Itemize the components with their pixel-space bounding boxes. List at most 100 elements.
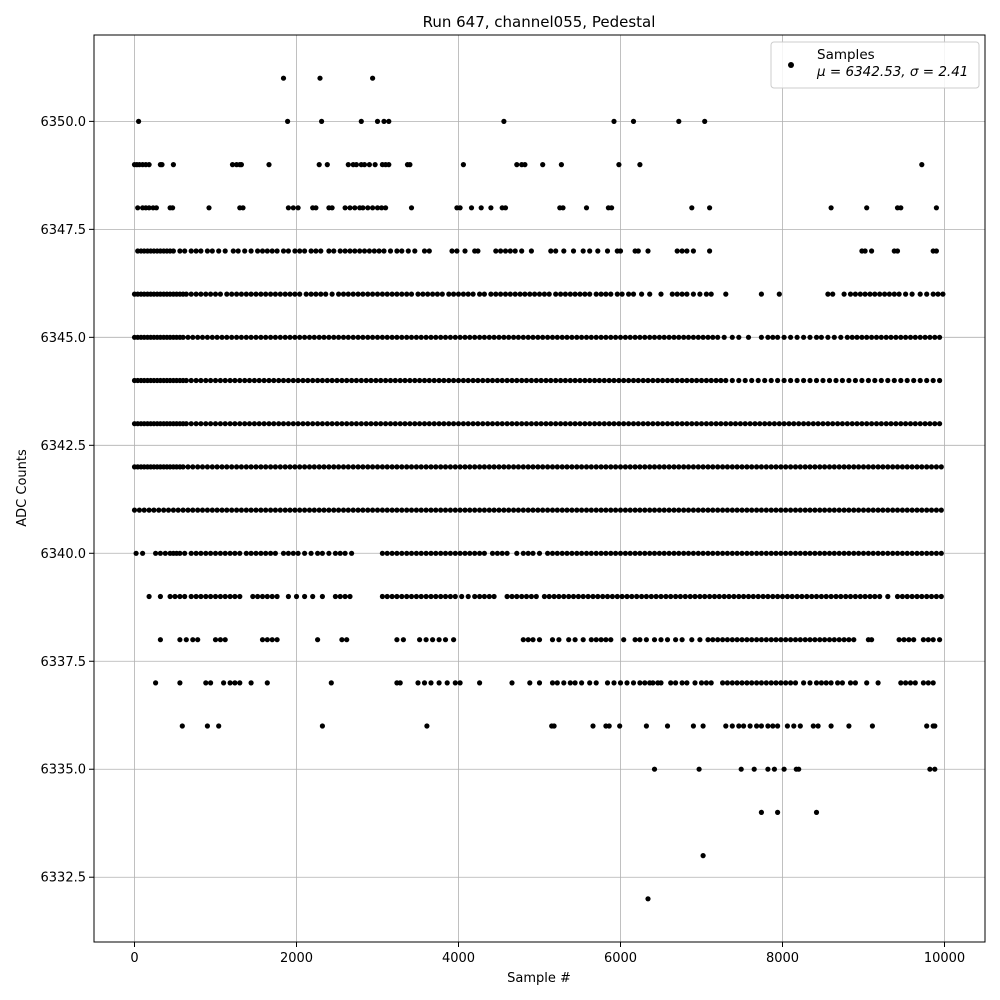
- data-point: [459, 593, 465, 600]
- data-point: [485, 377, 491, 384]
- data-point: [933, 507, 940, 513]
- data-point: [452, 464, 458, 470]
- data-point: [222, 637, 228, 643]
- data-point: [736, 377, 742, 384]
- data-point: [940, 291, 946, 297]
- data-point: [859, 334, 865, 340]
- data-point: [601, 377, 607, 384]
- data-point: [349, 421, 355, 427]
- data-point: [797, 723, 803, 729]
- data-point: [783, 680, 789, 686]
- data-point: [514, 593, 520, 600]
- data-point: [214, 334, 220, 340]
- data-point: [528, 248, 535, 254]
- data-point: [732, 421, 739, 427]
- data-point: [268, 464, 274, 470]
- data-point: [480, 421, 486, 427]
- data-point: [647, 334, 653, 340]
- data-point: [237, 550, 243, 556]
- data-point: [583, 205, 590, 211]
- data-point: [368, 377, 374, 384]
- data-point: [697, 291, 703, 297]
- data-point: [502, 205, 509, 211]
- data-point: [647, 507, 653, 513]
- data-point: [558, 421, 564, 427]
- data-point: [588, 637, 594, 643]
- data-point: [246, 421, 253, 427]
- data-point: [898, 205, 904, 211]
- data-point: [695, 334, 701, 340]
- data-point: [488, 291, 494, 297]
- data-point: [253, 334, 259, 340]
- data-point: [606, 377, 612, 384]
- data-point: [486, 464, 492, 470]
- data-point: [433, 593, 439, 600]
- data-point: [243, 291, 249, 297]
- data-point: [617, 334, 624, 340]
- data-point: [423, 334, 429, 340]
- data-point: [796, 421, 802, 427]
- data-point: [394, 550, 400, 556]
- data-point: [374, 464, 381, 470]
- data-point: [208, 680, 214, 686]
- data-point: [705, 334, 711, 340]
- data-point: [869, 421, 875, 427]
- data-point: [924, 550, 930, 556]
- data-point: [917, 334, 923, 340]
- data-point: [188, 593, 194, 600]
- data-point: [681, 334, 687, 340]
- data-point: [865, 377, 872, 384]
- data-point: [577, 291, 583, 297]
- data-point: [606, 723, 612, 729]
- data-point: [826, 507, 833, 513]
- data-point: [423, 507, 429, 513]
- data-point: [619, 291, 625, 297]
- data-point: [347, 593, 353, 600]
- data-point: [554, 334, 560, 340]
- data-point: [548, 421, 554, 427]
- data-point: [379, 507, 385, 513]
- data-point: [846, 464, 852, 470]
- data-point: [548, 377, 554, 384]
- data-point: [637, 334, 643, 340]
- data-point: [898, 680, 904, 686]
- data-point: [904, 593, 910, 600]
- data-point: [684, 421, 690, 427]
- data-point: [549, 334, 556, 340]
- data-point: [737, 421, 744, 427]
- data-point: [331, 248, 337, 254]
- data-point: [846, 723, 852, 729]
- data-point: [525, 507, 531, 513]
- data-point: [243, 507, 249, 513]
- data-point: [350, 464, 356, 470]
- data-point: [175, 507, 181, 513]
- data-point: [559, 464, 565, 470]
- data-point: [360, 291, 366, 297]
- data-point: [525, 464, 531, 470]
- data-point: [436, 421, 442, 427]
- data-point: [407, 421, 413, 427]
- data-point: [303, 291, 309, 297]
- data-point: [460, 421, 466, 427]
- data-point: [339, 421, 345, 427]
- data-point: [315, 421, 321, 427]
- data-point: [238, 291, 244, 297]
- data-point: [342, 205, 348, 211]
- data-point: [527, 291, 533, 297]
- data-point: [786, 421, 792, 427]
- data-point: [358, 118, 364, 124]
- data-point: [616, 162, 622, 168]
- data-point: [387, 377, 394, 384]
- data-point: [938, 550, 944, 556]
- data-point: [394, 291, 400, 297]
- data-point: [499, 377, 505, 384]
- data-point: [632, 550, 638, 556]
- data-point: [928, 593, 935, 600]
- data-point: [794, 334, 800, 340]
- data-point: [342, 593, 348, 600]
- data-point: [630, 291, 637, 297]
- data-point: [300, 377, 306, 384]
- data-point: [292, 464, 298, 470]
- data-point: [287, 334, 293, 340]
